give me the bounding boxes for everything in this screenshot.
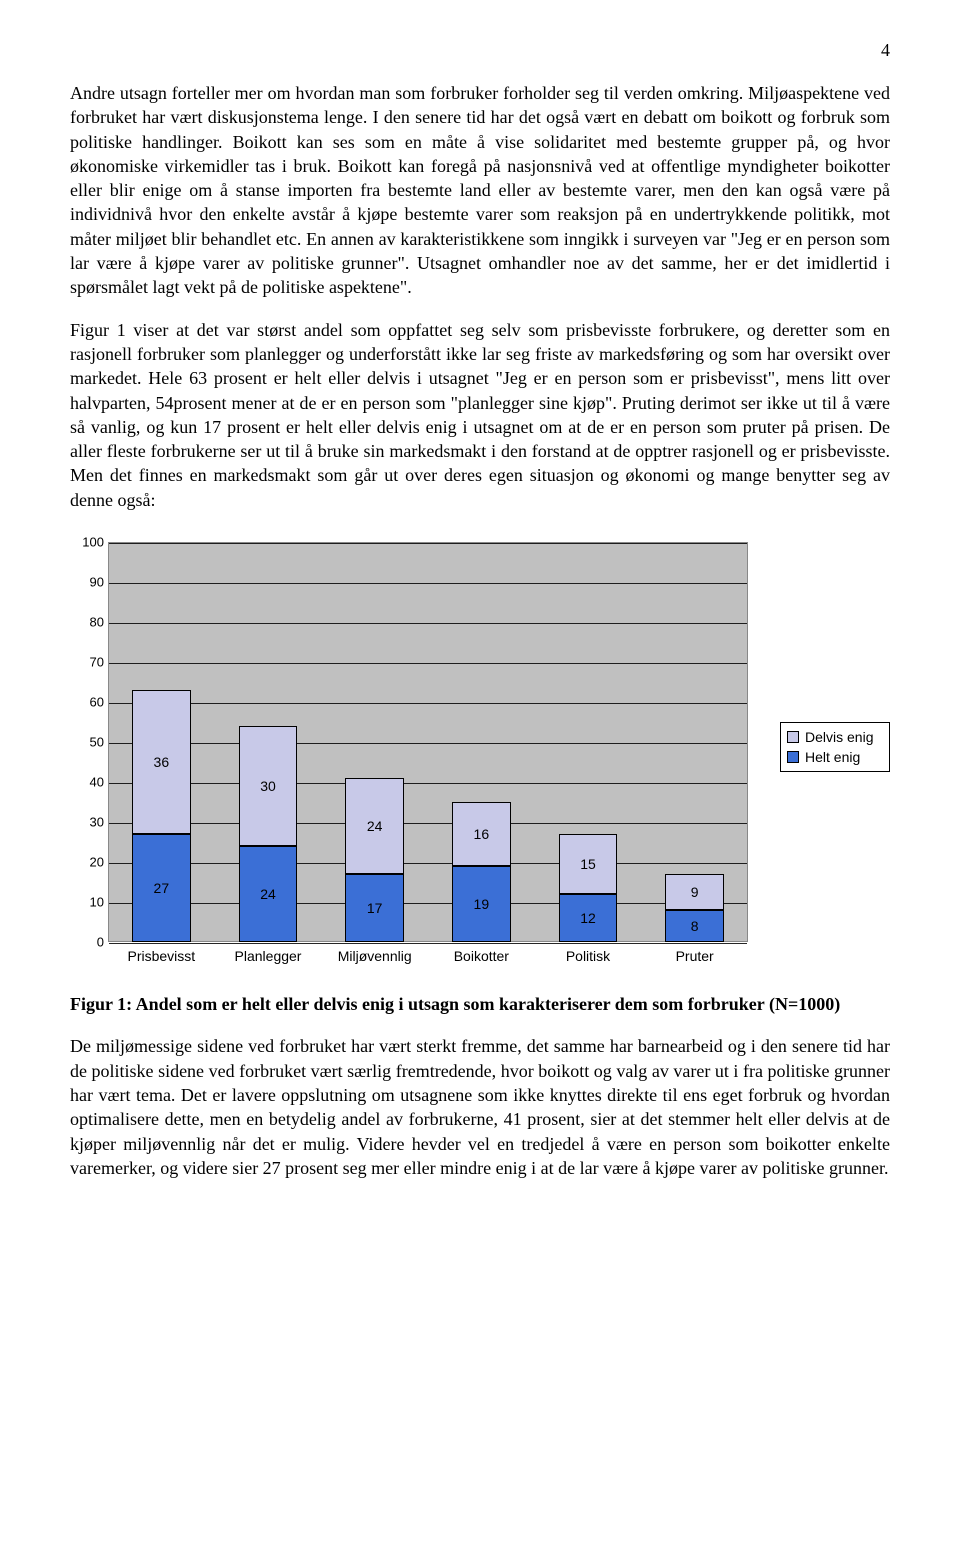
legend-swatch bbox=[787, 731, 799, 743]
legend-row: Delvis enig bbox=[787, 727, 883, 747]
bar-group: 1916 bbox=[452, 542, 511, 942]
bar-value-label: 19 bbox=[452, 896, 511, 912]
bar-value-label: 16 bbox=[452, 826, 511, 842]
chart-gridline bbox=[109, 943, 747, 944]
paragraph-2: Figur 1 viser at det var størst andel so… bbox=[70, 318, 890, 512]
chart-ytick: 0 bbox=[72, 935, 104, 950]
chart-x-label: Boikotter bbox=[454, 948, 509, 964]
chart-x-label: Miljøvennlig bbox=[338, 948, 412, 964]
bar-value-label: 24 bbox=[345, 818, 404, 834]
bar-group: 89 bbox=[665, 542, 724, 942]
figure-1-chart: 2736243017241916121589 PrisbevisstPlanle… bbox=[70, 542, 890, 982]
chart-x-label: Pruter bbox=[676, 948, 714, 964]
bar-value-label: 17 bbox=[345, 900, 404, 916]
paragraph-1: Andre utsagn forteller mer om hvordan ma… bbox=[70, 81, 890, 300]
chart-ytick: 20 bbox=[72, 855, 104, 870]
chart-ytick: 40 bbox=[72, 775, 104, 790]
chart-x-labels: Prisbevisst Planlegger Miljøvennlig Boikott… bbox=[108, 948, 748, 978]
bar-value-label: 8 bbox=[665, 918, 724, 934]
legend-label: Delvis enig bbox=[805, 729, 873, 745]
chart-legend: Delvis enig Helt enig bbox=[780, 722, 890, 772]
chart-ytick: 70 bbox=[72, 655, 104, 670]
page-number: 4 bbox=[70, 40, 890, 61]
bar-value-label: 36 bbox=[132, 754, 191, 770]
bar-value-label: 27 bbox=[132, 880, 191, 896]
chart-bars: 2736243017241916121589 bbox=[108, 542, 748, 942]
chart-ytick: 10 bbox=[72, 895, 104, 910]
bar-value-label: 9 bbox=[665, 884, 724, 900]
chart-x-label: Politisk bbox=[566, 948, 610, 964]
chart-ytick: 60 bbox=[72, 695, 104, 710]
bar-group: 12 15 bbox=[559, 542, 618, 942]
chart-x-label: Planlegger bbox=[235, 948, 302, 964]
legend-label: Helt enig bbox=[805, 749, 860, 765]
legend-row: Helt enig bbox=[787, 747, 883, 767]
bar-group: 24 30 bbox=[239, 542, 298, 942]
bar-value-label: 24 bbox=[239, 886, 298, 902]
paragraph-3: De miljømessige sidene ved forbruket har… bbox=[70, 1034, 890, 1180]
chart-ytick: 100 bbox=[72, 535, 104, 550]
figure-1-caption: Figur 1: Andel som er helt eller delvis … bbox=[70, 992, 890, 1016]
chart-ytick: 50 bbox=[72, 735, 104, 750]
bar-group: 1724 bbox=[345, 542, 404, 942]
chart-ytick: 80 bbox=[72, 615, 104, 630]
bar-value-label: 15 bbox=[559, 856, 618, 872]
bar-value-label: 30 bbox=[239, 778, 298, 794]
bar-value-label: 12 bbox=[559, 910, 618, 926]
chart-x-label: Prisbevisst bbox=[127, 948, 195, 964]
chart-ytick: 90 bbox=[72, 575, 104, 590]
chart-ytick: 30 bbox=[72, 815, 104, 830]
bar-group: 27 36 bbox=[132, 542, 191, 942]
legend-swatch bbox=[787, 751, 799, 763]
